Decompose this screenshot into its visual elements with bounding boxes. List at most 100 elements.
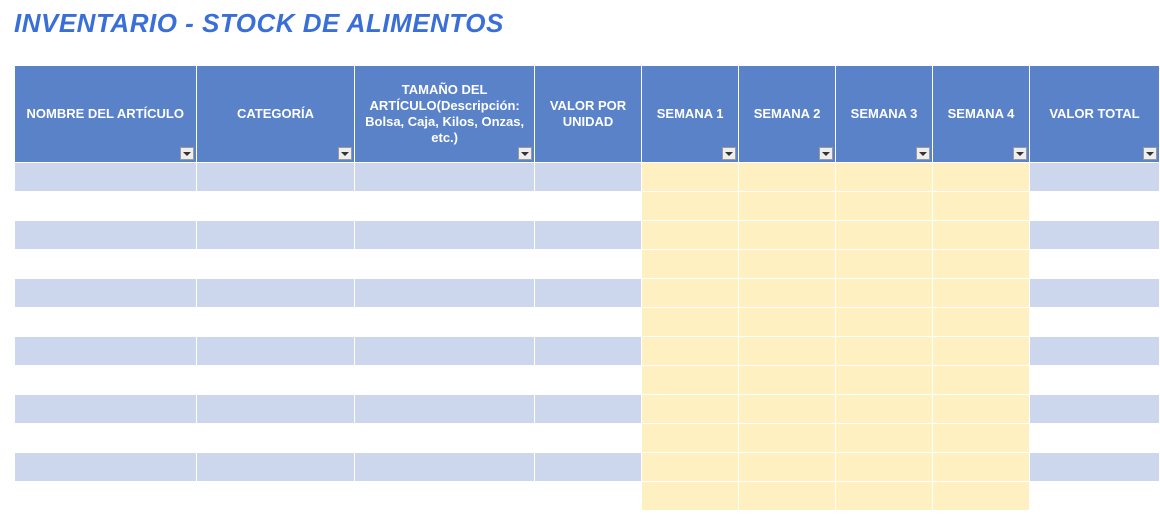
cell-semana4[interactable] [933, 366, 1030, 395]
cell-semana3[interactable] [836, 453, 933, 482]
cell-semana2[interactable] [739, 308, 836, 337]
cell-semana1[interactable] [642, 163, 739, 192]
cell-categoria[interactable] [196, 250, 355, 279]
cell-semana2[interactable] [739, 366, 836, 395]
cell-tamano[interactable] [355, 308, 534, 337]
cell-semana3[interactable] [836, 250, 933, 279]
col-header-semana4[interactable]: SEMANA 4 [933, 66, 1030, 163]
cell-valor_total[interactable] [1029, 366, 1159, 395]
cell-semana1[interactable] [642, 395, 739, 424]
col-header-nombre[interactable]: NOMBRE DEL ARTÍCULO [15, 66, 197, 163]
cell-categoria[interactable] [196, 192, 355, 221]
cell-semana2[interactable] [739, 453, 836, 482]
cell-categoria[interactable] [196, 308, 355, 337]
cell-nombre[interactable] [15, 308, 197, 337]
cell-valor_unit[interactable] [534, 395, 641, 424]
col-header-semana2[interactable]: SEMANA 2 [739, 66, 836, 163]
cell-categoria[interactable] [196, 366, 355, 395]
cell-semana1[interactable] [642, 192, 739, 221]
cell-valor_unit[interactable] [534, 424, 641, 453]
cell-valor_unit[interactable] [534, 453, 641, 482]
filter-dropdown-icon[interactable] [1143, 147, 1157, 160]
cell-semana1[interactable] [642, 337, 739, 366]
cell-nombre[interactable] [15, 250, 197, 279]
cell-semana2[interactable] [739, 395, 836, 424]
cell-tamano[interactable] [355, 221, 534, 250]
cell-semana2[interactable] [739, 482, 836, 511]
cell-valor_total[interactable] [1029, 482, 1159, 511]
cell-semana2[interactable] [739, 192, 836, 221]
filter-dropdown-icon[interactable] [819, 147, 833, 160]
cell-semana3[interactable] [836, 279, 933, 308]
cell-semana1[interactable] [642, 250, 739, 279]
cell-semana4[interactable] [933, 250, 1030, 279]
cell-semana2[interactable] [739, 250, 836, 279]
filter-dropdown-icon[interactable] [180, 147, 194, 160]
cell-semana4[interactable] [933, 482, 1030, 511]
cell-valor_unit[interactable] [534, 279, 641, 308]
cell-semana4[interactable] [933, 163, 1030, 192]
cell-semana2[interactable] [739, 163, 836, 192]
cell-semana1[interactable] [642, 279, 739, 308]
cell-nombre[interactable] [15, 366, 197, 395]
filter-dropdown-icon[interactable] [338, 147, 352, 160]
col-header-valor_unit[interactable]: VALOR POR UNIDAD [534, 66, 641, 163]
cell-nombre[interactable] [15, 192, 197, 221]
cell-semana3[interactable] [836, 482, 933, 511]
cell-semana1[interactable] [642, 424, 739, 453]
cell-categoria[interactable] [196, 395, 355, 424]
col-header-valor_total[interactable]: VALOR TOTAL [1029, 66, 1159, 163]
cell-semana3[interactable] [836, 337, 933, 366]
cell-valor_total[interactable] [1029, 279, 1159, 308]
cell-tamano[interactable] [355, 250, 534, 279]
cell-nombre[interactable] [15, 424, 197, 453]
cell-semana1[interactable] [642, 308, 739, 337]
cell-semana2[interactable] [739, 424, 836, 453]
cell-valor_total[interactable] [1029, 221, 1159, 250]
cell-semana4[interactable] [933, 424, 1030, 453]
cell-semana1[interactable] [642, 221, 739, 250]
cell-semana4[interactable] [933, 308, 1030, 337]
cell-tamano[interactable] [355, 192, 534, 221]
filter-dropdown-icon[interactable] [518, 147, 532, 160]
cell-nombre[interactable] [15, 337, 197, 366]
cell-semana3[interactable] [836, 221, 933, 250]
cell-semana4[interactable] [933, 279, 1030, 308]
cell-semana4[interactable] [933, 337, 1030, 366]
cell-valor_total[interactable] [1029, 163, 1159, 192]
cell-categoria[interactable] [196, 424, 355, 453]
col-header-semana3[interactable]: SEMANA 3 [836, 66, 933, 163]
cell-semana3[interactable] [836, 192, 933, 221]
cell-categoria[interactable] [196, 221, 355, 250]
filter-dropdown-icon[interactable] [916, 147, 930, 160]
cell-tamano[interactable] [355, 337, 534, 366]
filter-dropdown-icon[interactable] [722, 147, 736, 160]
cell-valor_total[interactable] [1029, 424, 1159, 453]
cell-semana1[interactable] [642, 482, 739, 511]
cell-nombre[interactable] [15, 163, 197, 192]
cell-semana4[interactable] [933, 192, 1030, 221]
cell-nombre[interactable] [15, 221, 197, 250]
cell-valor_total[interactable] [1029, 192, 1159, 221]
cell-tamano[interactable] [355, 424, 534, 453]
cell-semana3[interactable] [836, 424, 933, 453]
col-header-categoria[interactable]: CATEGORÍA [196, 66, 355, 163]
cell-tamano[interactable] [355, 366, 534, 395]
cell-semana4[interactable] [933, 453, 1030, 482]
cell-valor_total[interactable] [1029, 250, 1159, 279]
cell-tamano[interactable] [355, 482, 534, 511]
cell-valor_unit[interactable] [534, 337, 641, 366]
filter-dropdown-icon[interactable] [1013, 147, 1027, 160]
cell-valor_total[interactable] [1029, 337, 1159, 366]
cell-semana2[interactable] [739, 337, 836, 366]
cell-valor_unit[interactable] [534, 192, 641, 221]
cell-semana4[interactable] [933, 221, 1030, 250]
cell-tamano[interactable] [355, 395, 534, 424]
cell-semana2[interactable] [739, 221, 836, 250]
cell-categoria[interactable] [196, 337, 355, 366]
cell-valor_unit[interactable] [534, 366, 641, 395]
cell-tamano[interactable] [355, 279, 534, 308]
cell-categoria[interactable] [196, 279, 355, 308]
cell-semana3[interactable] [836, 308, 933, 337]
cell-tamano[interactable] [355, 453, 534, 482]
